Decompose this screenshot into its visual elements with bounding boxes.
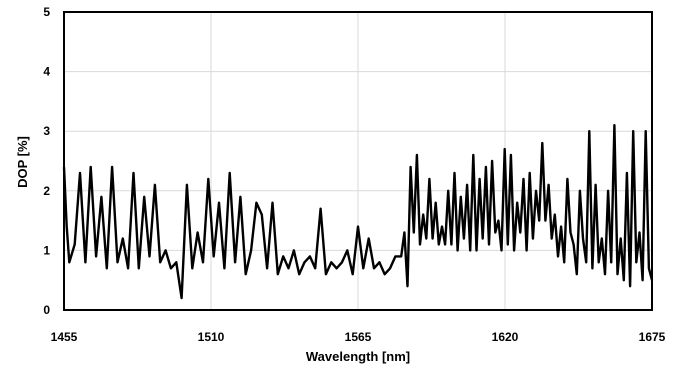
y-tick-label: 4 [43,65,50,79]
y-tick-label: 2 [43,184,50,198]
x-tick-label: 1510 [198,330,225,344]
x-tick-label: 1620 [492,330,519,344]
plot-frame [63,11,653,311]
y-tick-label: 0 [43,303,50,317]
y-axis-title: DOP [%] [15,136,30,188]
x-tick-labels: 1455 1510 1565 1620 1675 [51,330,666,344]
x-tick-label: 1675 [639,330,666,344]
grid-lines [64,11,652,310]
y-tick-label: 5 [43,5,50,19]
x-axis-title: Wavelength [nm] [306,349,410,364]
plot-area [62,11,654,311]
y-tick-labels: 0 1 2 3 4 5 [43,5,50,317]
x-tick-label: 1455 [51,330,78,344]
series-line-dop [62,124,654,300]
x-tick-label: 1565 [345,330,372,344]
y-tick-label: 3 [43,124,50,138]
y-tick-label: 1 [43,243,50,257]
